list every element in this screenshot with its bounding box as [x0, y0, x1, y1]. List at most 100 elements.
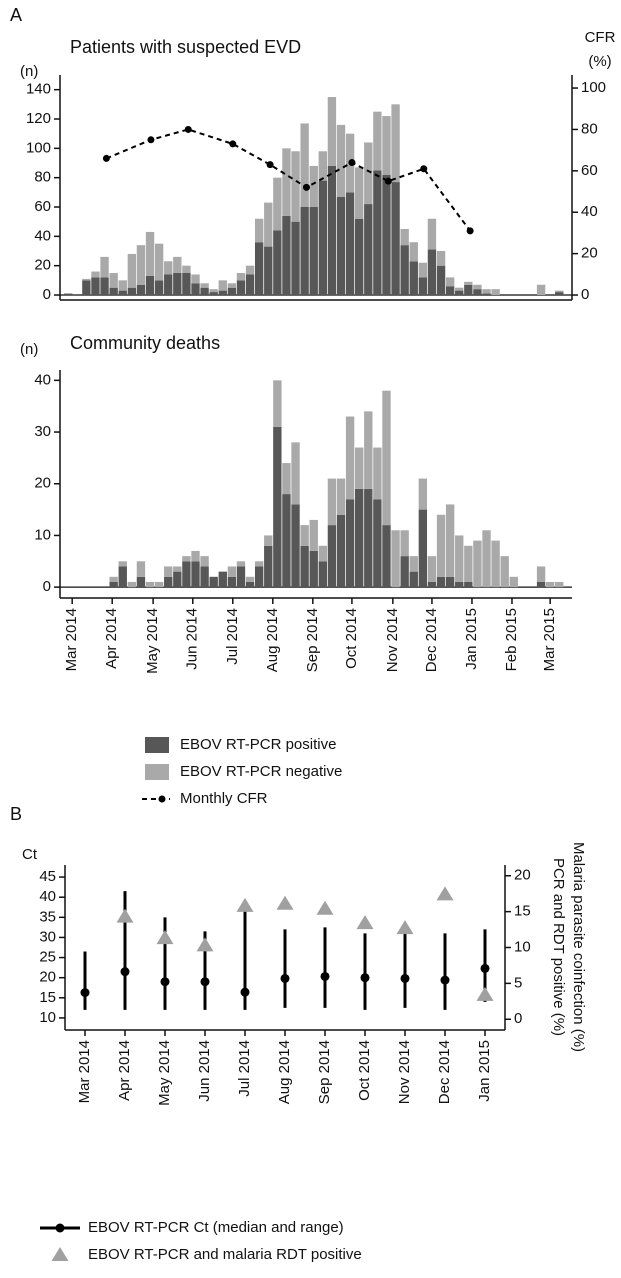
bar [409, 571, 418, 588]
bar [309, 165, 318, 208]
median-point [200, 977, 210, 987]
x-tick-label: Sep 2014 [316, 1040, 333, 1104]
bar [318, 180, 328, 296]
bar [200, 566, 209, 588]
bar [209, 289, 218, 293]
cfr-point [384, 177, 392, 185]
y-tick-label: 0 [43, 578, 51, 595]
bar [345, 416, 355, 500]
bar [218, 280, 227, 291]
y-tick-label: 100 [26, 139, 51, 156]
bar [164, 274, 173, 296]
bar [482, 530, 491, 588]
triangle-marker [196, 937, 214, 952]
bar [100, 256, 109, 278]
triangle-marker [316, 900, 334, 915]
bar [109, 576, 118, 582]
bar [327, 97, 337, 166]
x-tick-label: Mar 2014 [76, 1040, 93, 1103]
bar [282, 494, 291, 588]
bar [182, 265, 191, 274]
bar [536, 581, 546, 588]
median-point [320, 971, 330, 981]
bar [300, 525, 309, 546]
bar [364, 411, 373, 489]
y-tick-label: 35 [39, 908, 56, 925]
y2-axis-label: CFR [585, 29, 616, 46]
y2-tick-label: 15 [514, 903, 531, 920]
bar [145, 581, 155, 588]
legend-triangle [51, 1247, 69, 1261]
bar [555, 581, 564, 588]
y-axis-label: (n) [20, 341, 38, 358]
bar [409, 242, 418, 262]
cfr-point [102, 154, 110, 162]
bar [173, 273, 182, 296]
bar [373, 447, 382, 500]
x-tick-label: Aug 2014 [276, 1040, 293, 1104]
bar [436, 514, 446, 577]
y2-tick-label: 20 [581, 245, 598, 262]
x-tick-label: Nov 2014 [396, 1040, 413, 1104]
bar [345, 499, 355, 588]
bar [118, 290, 127, 296]
bar [273, 177, 282, 231]
bar [82, 278, 91, 281]
bar [227, 576, 237, 588]
bar [445, 277, 455, 287]
x-tick-label: May 2014 [156, 1040, 173, 1106]
bar [245, 581, 255, 588]
bar [264, 202, 273, 247]
triangle-marker [476, 986, 494, 1001]
bar [127, 253, 137, 288]
bar [127, 287, 137, 296]
legend-dot [158, 795, 166, 803]
bar [555, 290, 564, 293]
bar [500, 556, 509, 588]
y2-tick-label: 10 [514, 938, 531, 955]
legend-swatch [145, 737, 169, 753]
bar [545, 581, 555, 588]
bar [164, 261, 173, 275]
bar [100, 277, 109, 296]
bar [455, 287, 464, 291]
bar [400, 229, 409, 246]
bar [109, 273, 118, 288]
bar [418, 509, 428, 588]
bar [555, 292, 564, 296]
y-axis-label: Ct [22, 846, 38, 863]
x-tick-label: May 2014 [144, 608, 161, 674]
bar [391, 530, 400, 588]
y2-axis-label: Malaria parasite coinfection (%) [570, 842, 587, 1052]
bar [418, 478, 428, 510]
bar [227, 287, 237, 296]
legend-swatch [145, 764, 169, 780]
bar [427, 581, 437, 588]
y2-tick-label: 60 [581, 162, 598, 179]
y-tick-label: 10 [34, 526, 51, 543]
bar [173, 256, 182, 274]
cfr-point [302, 183, 310, 191]
legend-dot [55, 1223, 65, 1233]
bar [373, 499, 382, 588]
bar [264, 246, 273, 296]
bar [82, 280, 91, 296]
y-tick-label: 60 [34, 198, 51, 215]
bar [218, 290, 227, 296]
y-tick-label: 20 [34, 475, 51, 492]
bar [227, 283, 237, 288]
y2-axis-unit: (%) [588, 53, 611, 70]
bar [282, 463, 291, 495]
bar [373, 111, 382, 171]
bar [445, 504, 455, 577]
x-tick-label: Jan 2015 [463, 608, 480, 670]
bar [282, 215, 291, 296]
cfr-point [466, 227, 474, 235]
y-tick-label: 40 [34, 227, 51, 244]
cfr-line [105, 128, 471, 232]
legend-label: EBOV RT-PCR Ct (median and range) [88, 1219, 344, 1236]
bar [136, 284, 146, 296]
chart-title: Patients with suspected EVD [70, 37, 301, 57]
bar [473, 284, 482, 290]
y-tick-label: 30 [34, 423, 51, 440]
